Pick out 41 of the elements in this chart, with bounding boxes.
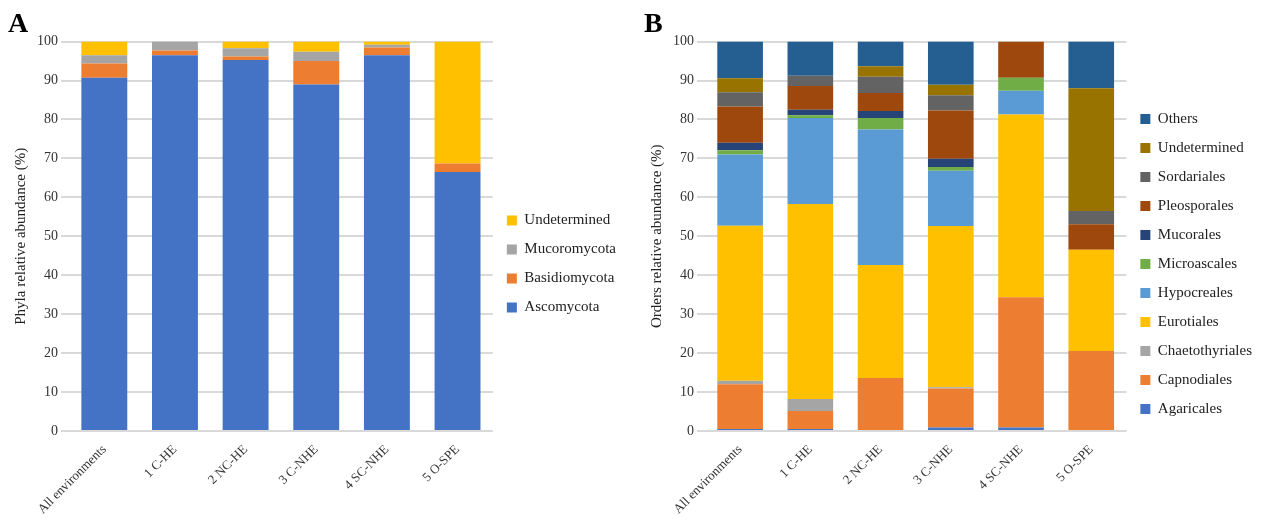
y-tick-label: 10 (680, 383, 694, 399)
y-tick-label: 40 (680, 266, 694, 282)
y-tick-label: 70 (44, 150, 58, 166)
y-tick-label: 10 (44, 383, 58, 399)
legend-label: Capnodiales (1157, 370, 1233, 387)
y-tick-label: 0 (51, 422, 58, 438)
y-tick-label: 70 (680, 150, 694, 166)
y-tick-label: 80 (44, 111, 58, 127)
legend-label: Ascomycota (524, 298, 600, 315)
legend-label: Basidiomycota (524, 269, 615, 286)
y-tick-label: 0 (687, 422, 694, 438)
legend-label: Sordariales (1157, 167, 1226, 184)
legend-label: Mucorales (1157, 225, 1222, 242)
y-tick-label: 20 (680, 344, 694, 360)
legend-label: Agaricales (1157, 399, 1223, 416)
y-tick-label: 60 (44, 188, 58, 204)
legend-label: Chaetothyriales (1157, 341, 1253, 358)
legend-label: Others (1157, 109, 1199, 126)
legend-label: Microascales (1157, 254, 1238, 271)
y-axis-title: Orders relative abundance (%) (647, 144, 665, 329)
chart-title: B (644, 7, 663, 39)
y-tick-label: 100 (673, 33, 694, 49)
y-tick-label: 90 (680, 72, 694, 88)
chart-title: A (8, 7, 29, 39)
y-tick-label: 40 (44, 266, 58, 282)
y-tick-label: 80 (680, 111, 694, 127)
y-tick-label: 90 (44, 72, 58, 88)
y-tick-label: 50 (44, 227, 58, 243)
legend-label: Undetermined (1157, 138, 1245, 155)
y-tick-label: 100 (37, 33, 58, 49)
legend-label: Pleosporales (1157, 196, 1234, 213)
legend-label: Undetermined (524, 211, 611, 228)
legend-label: Eurotiales (1157, 312, 1219, 329)
legend-label: Mucoromycota (524, 240, 617, 257)
legend-label: Hypocreales (1157, 283, 1233, 300)
y-tick-label: 30 (680, 305, 694, 321)
y-tick-label: 60 (680, 188, 694, 204)
y-tick-label: 50 (680, 227, 694, 243)
y-axis-title: Phyla relative abundance (%) (11, 147, 29, 325)
y-tick-label: 20 (44, 344, 58, 360)
y-tick-label: 30 (44, 305, 58, 321)
